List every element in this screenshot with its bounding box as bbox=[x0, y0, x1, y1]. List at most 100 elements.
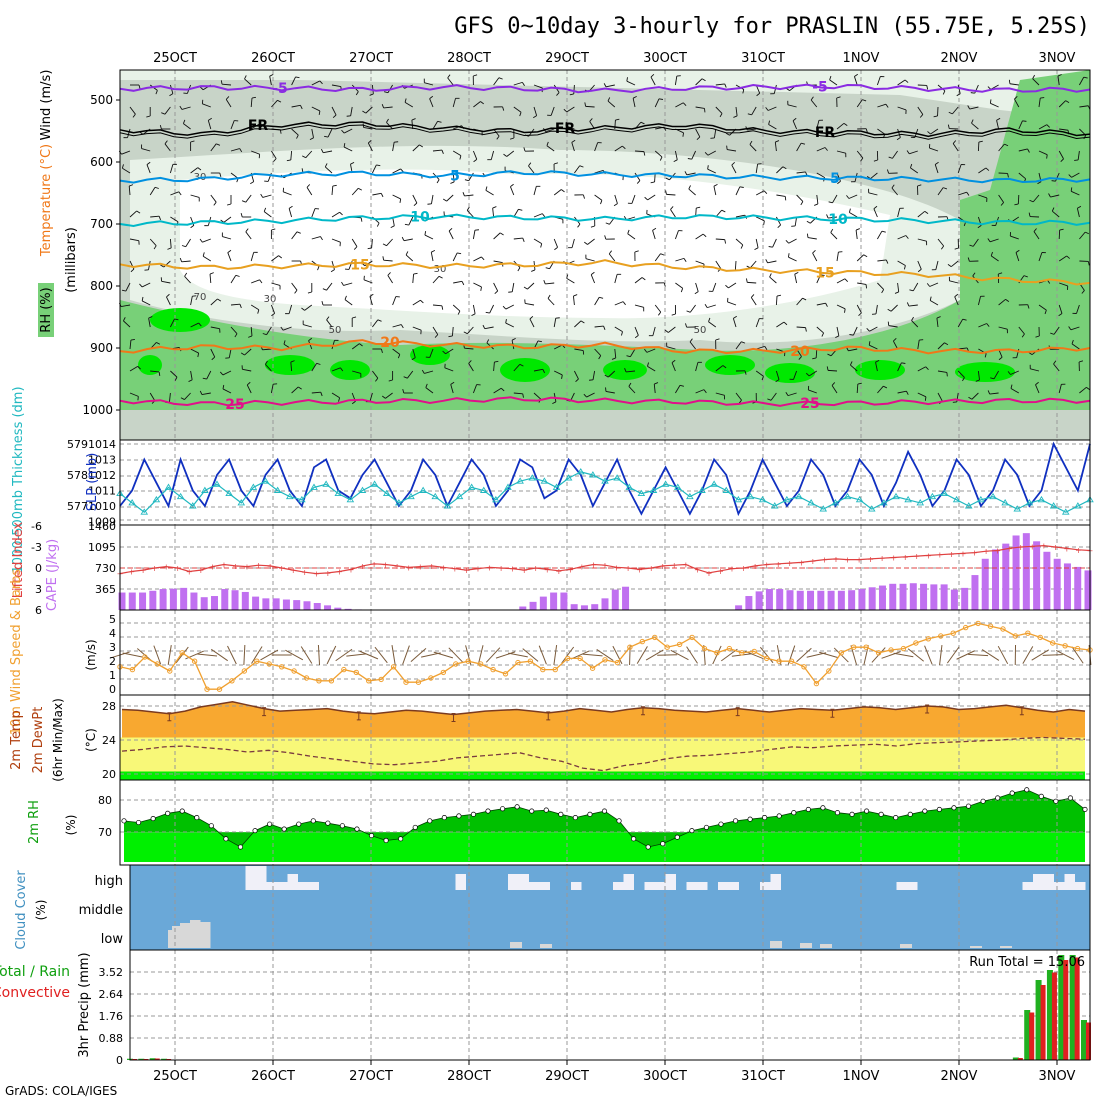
wind10-barb bbox=[448, 647, 464, 663]
wind-barb-flag bbox=[278, 255, 283, 259]
rh2m-marker bbox=[747, 816, 753, 822]
wind-axis-label: Wind (m/s) bbox=[39, 70, 54, 141]
lifted-marker: + bbox=[1006, 544, 1013, 553]
rh-contour-label: 30 bbox=[264, 294, 277, 305]
wind-barb bbox=[493, 232, 501, 240]
wind-barb bbox=[513, 81, 523, 86]
wind10-marker bbox=[229, 678, 235, 684]
wind-barb bbox=[836, 304, 846, 310]
wind-barb-flag bbox=[658, 98, 664, 100]
wind-barb bbox=[184, 392, 191, 400]
wind-barb bbox=[775, 295, 778, 306]
wind-barb-flag bbox=[741, 341, 746, 344]
wind-barb-flag bbox=[805, 327, 807, 332]
wind-barb-flag bbox=[390, 225, 395, 229]
wind-barb bbox=[751, 106, 757, 116]
top-date-label: 25OCT bbox=[153, 51, 197, 66]
rh2m-marker bbox=[703, 824, 709, 830]
wind-barb-flag bbox=[943, 187, 948, 190]
wind-barb bbox=[614, 301, 624, 306]
wind-barb bbox=[832, 194, 838, 204]
wind-barb-flag bbox=[989, 99, 992, 104]
wind10-marker bbox=[366, 678, 372, 684]
thickness-marker bbox=[904, 495, 912, 503]
cloud-high-bar bbox=[770, 874, 781, 890]
wind-barb-flag bbox=[376, 164, 381, 167]
wind10-barb bbox=[881, 651, 901, 659]
wind-barb bbox=[445, 348, 454, 355]
wind-barb-flag bbox=[554, 246, 558, 251]
wind-barb-flag bbox=[146, 161, 151, 165]
wind-barb-flag bbox=[719, 113, 723, 118]
cape-bar bbox=[940, 584, 948, 610]
wind-barb bbox=[493, 260, 503, 264]
thickness-marker bbox=[940, 489, 949, 497]
wind-barb bbox=[571, 142, 575, 152]
wind-barb bbox=[202, 238, 211, 243]
wind-barb-flag bbox=[288, 205, 293, 209]
cloud-low-bar bbox=[172, 926, 183, 948]
wind-barb-flag bbox=[308, 337, 313, 341]
thickness-marker bbox=[880, 499, 888, 506]
wind-barb bbox=[513, 106, 522, 113]
wind10-marker bbox=[689, 634, 695, 641]
rh2m-marker bbox=[427, 818, 433, 824]
wind10-marker bbox=[788, 658, 795, 664]
precip-conv-bar bbox=[1063, 960, 1069, 1060]
cloud-high-bar bbox=[245, 866, 256, 890]
thickness-marker bbox=[661, 480, 670, 487]
wind-barb-flag bbox=[763, 190, 768, 194]
cape-bar bbox=[622, 586, 630, 610]
wind-barb bbox=[369, 296, 373, 306]
wind-barb bbox=[634, 277, 643, 284]
wind-barb-flag bbox=[622, 145, 626, 150]
wind-barb-flag bbox=[977, 225, 982, 229]
wind-barb bbox=[808, 389, 817, 394]
wind-barb bbox=[574, 320, 582, 328]
wind-barb-flag bbox=[1081, 290, 1085, 294]
wind-barb-flag bbox=[812, 249, 816, 254]
rh-band-white bbox=[180, 169, 890, 319]
lifted-marker: + bbox=[937, 551, 944, 560]
wind-barb-flag bbox=[158, 371, 161, 376]
lifted-marker: + bbox=[417, 563, 424, 572]
wind-barb bbox=[850, 364, 858, 372]
wind-barb-flag bbox=[166, 293, 170, 298]
wind-barb-flag bbox=[330, 269, 335, 273]
wind-barb bbox=[547, 298, 555, 306]
wind-barb-flag bbox=[956, 93, 961, 97]
cape-bar bbox=[169, 588, 177, 610]
wind-barb-flag bbox=[652, 227, 657, 231]
wind10-barb bbox=[433, 651, 454, 659]
slp-axis-label: SLP (mb) bbox=[85, 453, 100, 512]
isotherm-label: 20 bbox=[380, 335, 400, 351]
wind-barb-flag bbox=[321, 301, 324, 306]
wind10-marker bbox=[1062, 643, 1068, 649]
wind-barb-flag bbox=[1022, 120, 1027, 122]
wind-barb bbox=[870, 172, 878, 180]
wind-barb-flag bbox=[190, 225, 195, 229]
wind-barb bbox=[1052, 210, 1060, 218]
wind-barb-flag bbox=[566, 274, 569, 279]
wind-barb bbox=[827, 369, 838, 372]
wind-barb bbox=[958, 191, 967, 196]
wind-barb bbox=[550, 106, 555, 116]
cape-bar bbox=[878, 585, 886, 610]
wind10-marker bbox=[614, 659, 621, 666]
wind-barb-flag bbox=[148, 316, 153, 319]
thickness-marker bbox=[382, 489, 391, 497]
wind-barb bbox=[525, 302, 535, 306]
wind-barb-flag bbox=[996, 117, 1001, 121]
wind-barb bbox=[306, 187, 313, 196]
pressure-tick-label: 1000 bbox=[82, 403, 113, 417]
wind-barb bbox=[937, 238, 945, 247]
precip-total-bar bbox=[1012, 1057, 1019, 1060]
wind-barb-flag bbox=[211, 356, 216, 361]
bottom-date-label: 26OCT bbox=[251, 1069, 295, 1084]
wind-barb-flag bbox=[701, 78, 706, 82]
rh2m-marker bbox=[412, 824, 418, 830]
wind-barb-flag bbox=[273, 158, 277, 162]
wind-barb-flag bbox=[750, 294, 755, 298]
wind-barb-flag bbox=[891, 184, 895, 189]
panel-cape-lifted: + + + + + + + + + + + + + + + + + + + + + + + + + + + + + + + + + + + + + + + +… bbox=[11, 520, 1093, 617]
